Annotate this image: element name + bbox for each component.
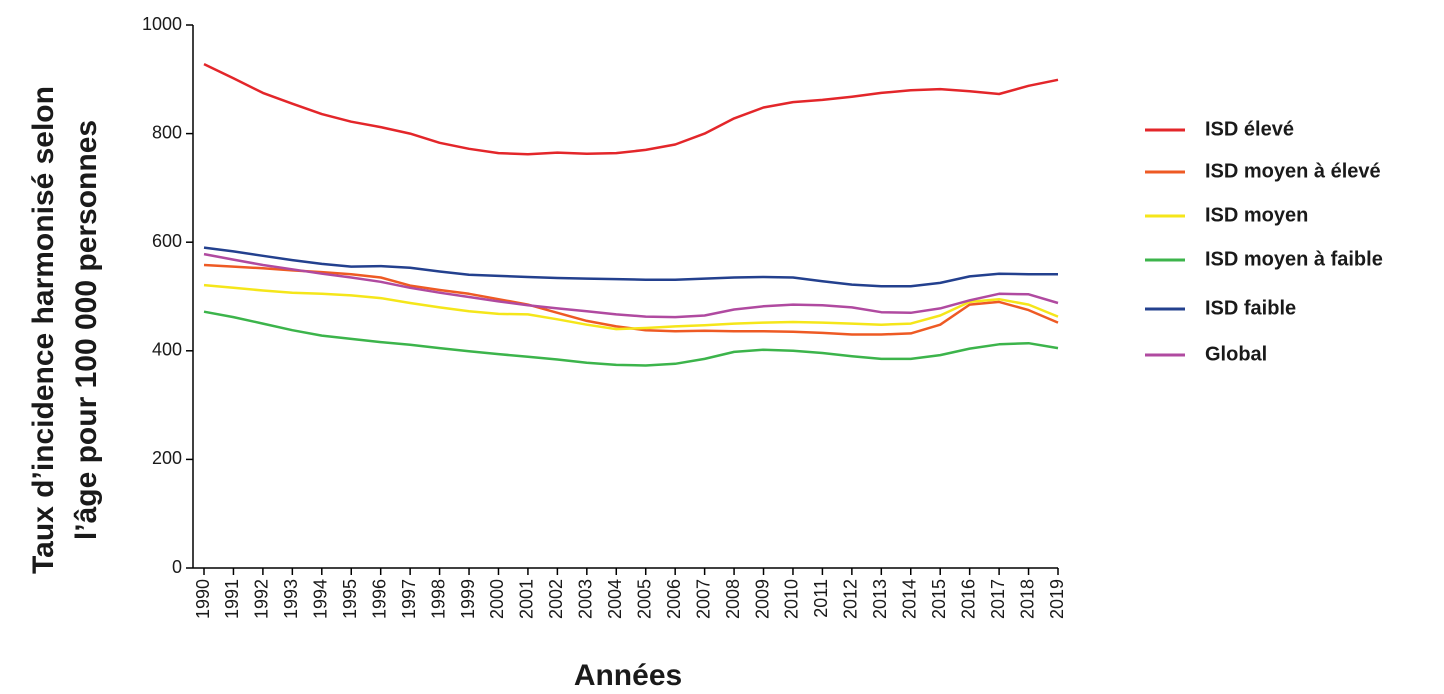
x-tick-label: 1994 (311, 579, 331, 619)
x-tick-label: 2015 (929, 579, 949, 619)
x-tick-label: 2000 (487, 579, 507, 619)
x-tick-label: 2017 (988, 579, 1008, 619)
x-tick-label: 1996 (369, 579, 389, 619)
x-tick-label: 1991 (222, 579, 242, 619)
legend-label: ISD moyen à faible (1205, 248, 1383, 270)
legend-label: ISD moyen (1205, 204, 1308, 226)
x-tick-label: 2019 (1047, 579, 1067, 619)
y-tick-label: 1000 (142, 14, 182, 34)
x-tick-label: 2010 (782, 579, 802, 619)
data-line (203, 246, 1058, 288)
y-axis-title: l’âge pour 100 000 personnes (70, 120, 103, 540)
x-tick-label: 2014 (900, 579, 920, 619)
x-tick-label: 1995 (340, 579, 360, 619)
y-tick-label: 600 (152, 231, 182, 251)
x-tick-label: 1998 (428, 579, 448, 619)
x-tick-label: 2016 (958, 579, 978, 619)
x-tick-label: 1997 (399, 579, 419, 619)
x-tick-label: 1999 (458, 579, 478, 619)
x-tick-label: 2005 (634, 579, 654, 619)
x-tick-label: 2002 (546, 579, 566, 619)
x-tick-label: 1992 (252, 579, 272, 619)
x-tick-label: 1990 (193, 579, 213, 619)
y-axis-title: Taux d’incidence harmonisé selon (27, 86, 60, 574)
x-tick-label: 2008 (723, 579, 743, 619)
x-tick-label: 2009 (752, 579, 772, 619)
data-line (203, 62, 1059, 156)
x-tick-label: 2007 (693, 579, 713, 619)
x-tick-label: 2012 (841, 579, 861, 619)
y-tick-label: 0 (172, 557, 182, 577)
x-tick-label: 2006 (664, 579, 684, 619)
legend-label: ISD élevé (1205, 118, 1294, 140)
x-tick-label: 2004 (605, 579, 625, 619)
x-tick-label: 2011 (811, 579, 831, 618)
legend-label: Global (1205, 343, 1267, 365)
data-line (203, 310, 1059, 367)
y-tick-label: 200 (152, 448, 182, 468)
x-tick-label: 1993 (281, 579, 301, 619)
legend-label: ISD faible (1205, 297, 1296, 319)
y-tick-label: 800 (152, 122, 182, 142)
data-line (203, 283, 1059, 331)
x-tick-label: 2003 (576, 579, 596, 619)
x-tick-label: 2001 (517, 579, 537, 619)
x-axis-title: Années (574, 659, 682, 692)
x-tick-label: 2013 (870, 579, 890, 619)
y-tick-label: 400 (152, 340, 182, 360)
data-line (203, 252, 1059, 319)
x-tick-label: 2018 (1017, 579, 1037, 619)
legend-label: ISD moyen à élevé (1205, 160, 1381, 182)
